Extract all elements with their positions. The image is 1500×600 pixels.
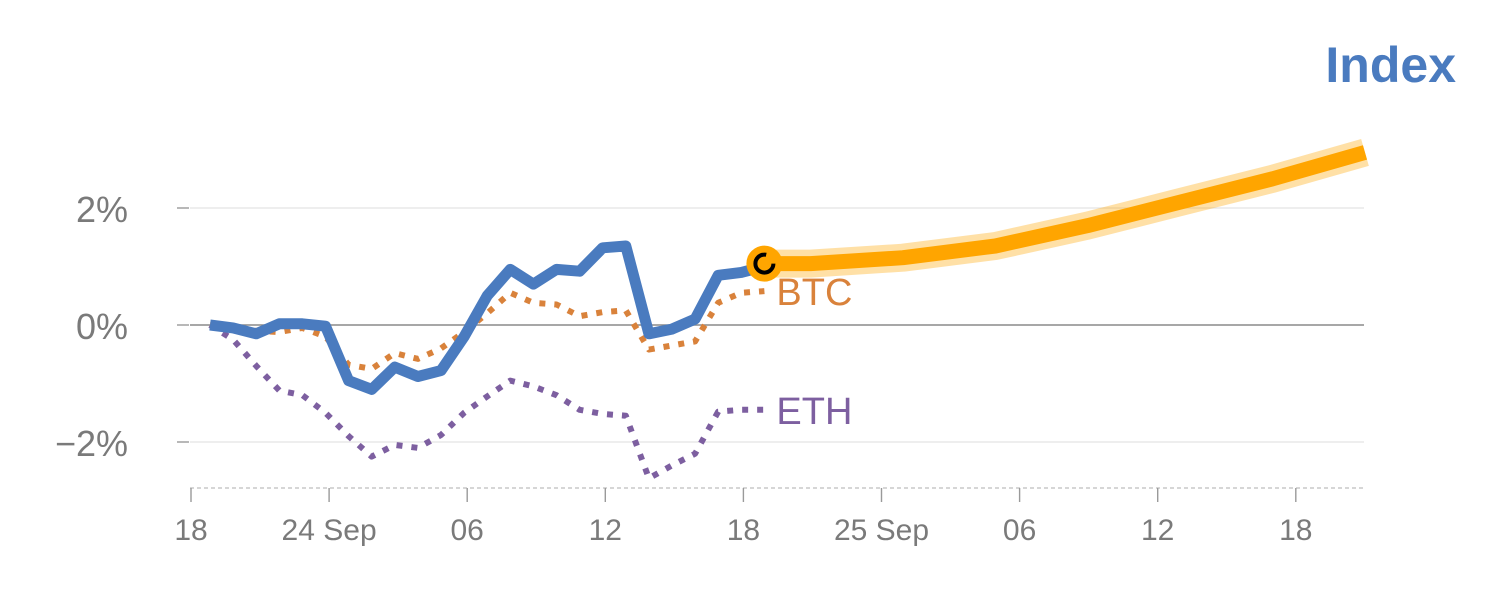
x-tick-label: 18 [174,514,207,547]
series-label-eth: ETH [776,391,852,433]
series-label-btc: BTC [776,272,852,314]
series-line-eth [208,322,765,482]
current-value-marker-ring [753,252,776,275]
label-layer: BTC ETH [776,272,852,433]
x-tick-label: 25 Sep [834,514,929,547]
x-tick-label: 12 [1141,514,1174,547]
x-tick-label: 06 [451,514,484,547]
series-line-index [209,240,789,395]
x-tick-label: 18 [1279,514,1312,547]
x-tick-label: 18 [727,514,760,547]
series-line-forecast [764,145,1368,272]
chart-title: Index [1325,37,1456,93]
axis-layer: 2% 0% −2% 18 24 Sep 06 12 18 25 Sep 06 12 18 [55,189,1364,547]
x-tick-label: 06 [1003,514,1036,547]
y-tick-label: −2% [55,423,128,464]
current-value-marker [746,245,783,282]
y-tick-label: 0% [76,306,128,347]
series-layer [208,138,1369,482]
y-tick-label: 2% [76,189,128,230]
x-tick-label: 24 Sep [282,514,377,547]
x-tick-label: 12 [589,514,622,547]
